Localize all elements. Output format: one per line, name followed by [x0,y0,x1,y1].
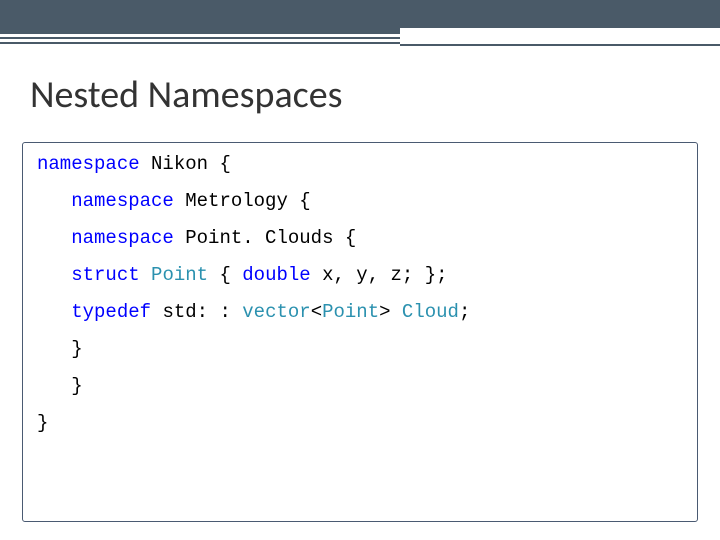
code-line-3: namespace Point. Clouds { [37,229,683,248]
code-block: namespace Nikon { namespace Metrology { … [22,142,698,522]
code-text: > [379,301,402,323]
keyword: typedef [71,301,151,323]
code-line-5: typedef std: : vector<Point> Cloud; [37,303,683,322]
code-text: } [37,412,48,434]
code-text: < [311,301,322,323]
keyword: double [242,264,310,286]
type: Point [151,264,208,286]
code-line-1: namespace Nikon { [37,155,683,174]
code-text: ; [459,301,470,323]
code-line-2: namespace Metrology { [37,192,683,211]
keyword: namespace [37,153,140,175]
indent [37,190,71,212]
keyword: namespace [71,227,174,249]
indent [37,375,71,397]
type: vector [242,301,310,323]
type: Cloud [402,301,459,323]
code-line-4: struct Point { double x, y, z; }; [37,266,683,285]
code-text: std: : [151,301,242,323]
code-text: x, y, z; }; [311,264,448,286]
code-text: Point. Clouds { [174,227,356,249]
keyword: struct [71,264,139,286]
indent [37,227,71,249]
code-text [140,264,151,286]
slide-title: Nested Namespaces [30,72,343,118]
code-text: } [71,338,82,360]
code-text: Nikon { [140,153,231,175]
code-line-7: } [37,377,683,396]
code-line-8: } [37,414,683,433]
type: Point [322,301,379,323]
code-text: { [208,264,242,286]
code-line-6: } [37,340,683,359]
code-text: Metrology { [174,190,311,212]
indent [37,338,71,360]
code-text: } [71,375,82,397]
top-notch [400,28,720,46]
indent [37,264,71,286]
keyword: namespace [71,190,174,212]
indent [37,301,71,323]
